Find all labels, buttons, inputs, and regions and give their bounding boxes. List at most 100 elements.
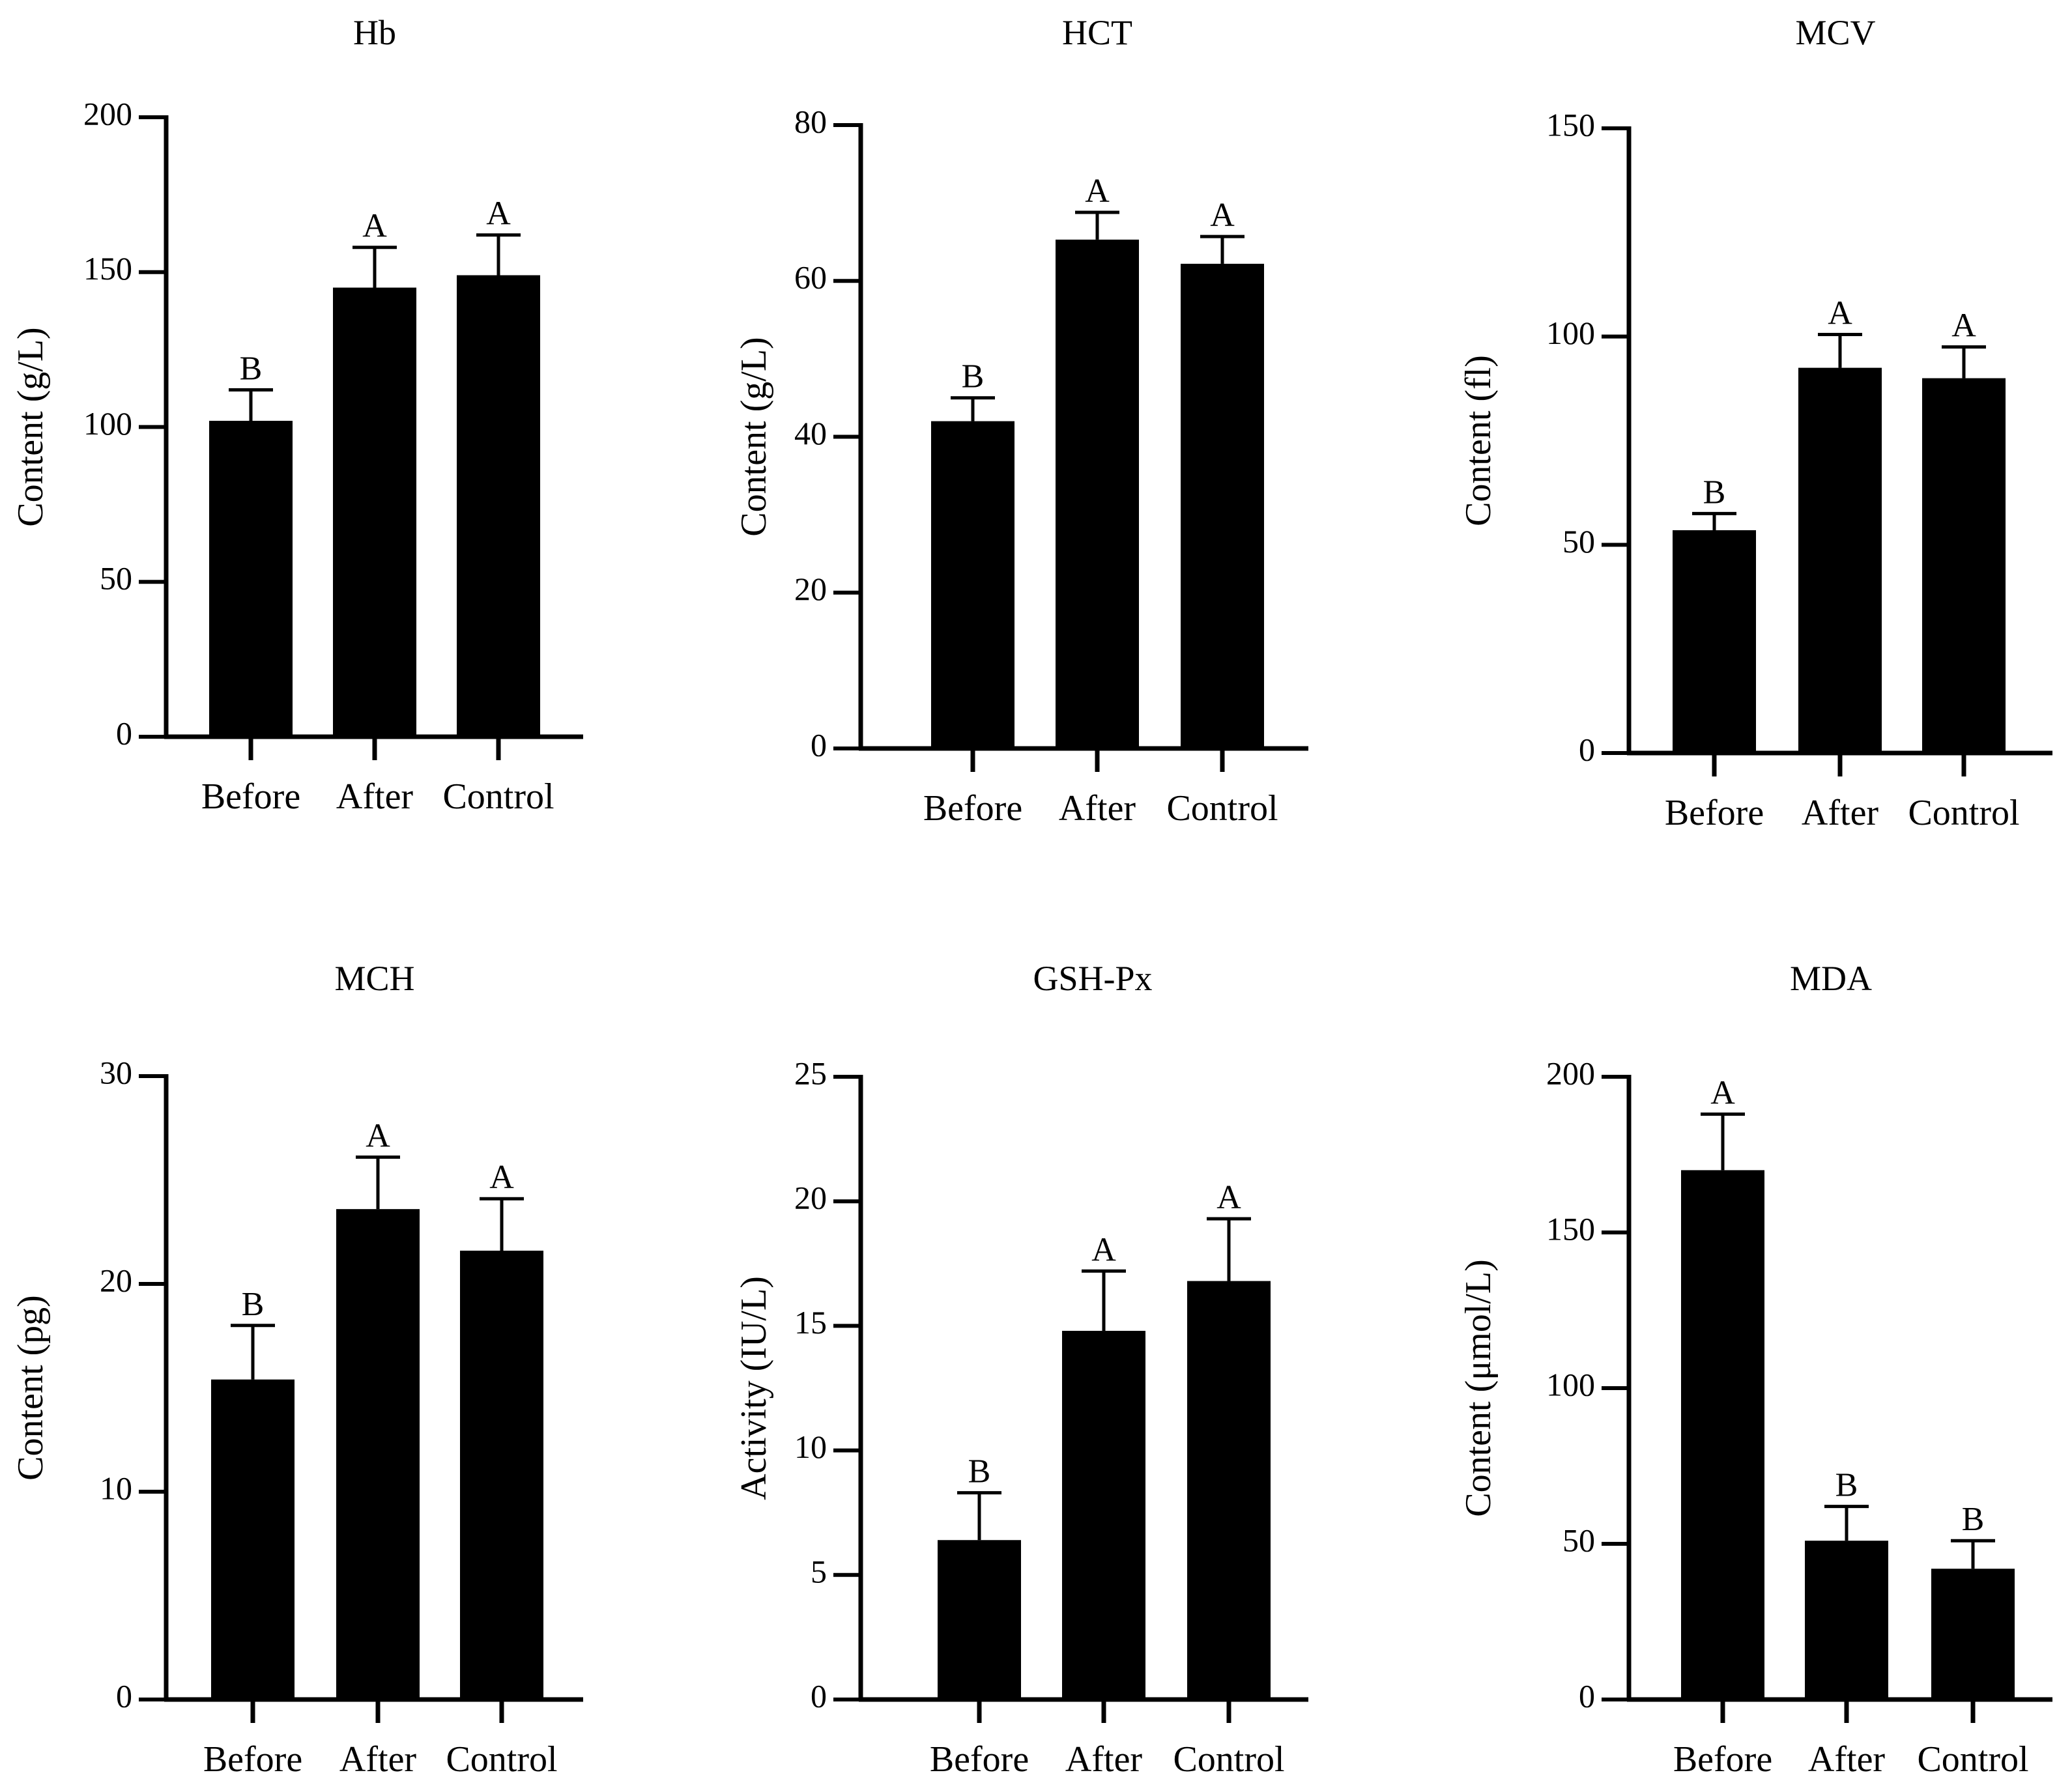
y-tick-label: 100 (1546, 315, 1595, 351)
y-tick-label: 150 (83, 250, 132, 287)
bar-before (938, 1540, 1021, 1700)
significance-label: A (1210, 197, 1235, 234)
bar-control (1181, 263, 1264, 748)
bar-control (457, 275, 540, 737)
x-tick-label: Before (203, 1739, 302, 1780)
x-tick-label: After (1059, 788, 1136, 829)
y-tick-label: 100 (1546, 1366, 1595, 1402)
y-tick-label: 50 (1562, 1522, 1595, 1558)
y-tick-label: 40 (794, 415, 827, 451)
y-tick-label: 50 (1562, 523, 1595, 560)
significance-label: A (1085, 173, 1110, 210)
bar-after (333, 287, 416, 737)
x-tick-label: Control (1917, 1739, 2028, 1780)
chart-title: MDA (1790, 959, 1872, 998)
chart-panel-3: MCV Content (fl) B Before A After A Control 0 50 1… (1458, 13, 2052, 833)
significance-label: A (489, 1159, 514, 1196)
x-tick-label: After (1802, 793, 1879, 833)
x-tick-label: Control (446, 1739, 557, 1780)
chart-title: Hb (353, 13, 396, 52)
x-tick-label: Before (923, 788, 1022, 829)
y-tick-label: 50 (100, 560, 132, 597)
y-tick-label: 0 (1579, 731, 1595, 767)
y-axis-label: Content (fl) (1458, 355, 1499, 526)
significance-label: A (362, 208, 387, 245)
significance-label: B (968, 1453, 991, 1490)
y-tick-label: 0 (116, 1677, 132, 1714)
y-tick-label: 10 (794, 1429, 827, 1465)
y-tick-label: 20 (794, 571, 827, 607)
y-tick-label: 0 (1579, 1677, 1595, 1714)
chart-title: HCT (1062, 13, 1132, 52)
chart-panel-2: HCT Content (g/L) B Before A After A Control 0 20… (734, 13, 1308, 829)
y-tick-label: 0 (116, 715, 132, 751)
significance-label: B (1835, 1467, 1858, 1504)
x-tick-label: Before (930, 1739, 1029, 1780)
bar-before (1681, 1170, 1764, 1700)
y-tick-label: 20 (100, 1262, 132, 1298)
chart-panel-1: Hb Content (g/L) B Before A After A Control 0 50 1… (10, 13, 583, 817)
y-tick-label: 200 (1546, 1055, 1595, 1091)
significance-label: B (1962, 1501, 1985, 1538)
y-tick-label: 0 (811, 726, 827, 763)
bar-after (1805, 1541, 1888, 1700)
chart-panel-6: MDA Content (μmol/L) A Before B After B Control… (1458, 959, 2052, 1780)
significance-label: A (1951, 307, 1976, 345)
bar-before (1673, 530, 1756, 753)
x-tick-label: Before (1673, 1739, 1772, 1780)
bar-control (1187, 1281, 1271, 1700)
significance-label: B (962, 358, 985, 395)
significance-label: A (1216, 1179, 1241, 1216)
significance-label: B (1703, 474, 1726, 511)
x-tick-label: After (336, 776, 414, 817)
bar-after (1798, 367, 1882, 753)
chart-panel-4: MCH Content (pg) B Before A After A Control 0 10 2… (10, 959, 583, 1780)
y-axis-label: Content (μmol/L) (1458, 1259, 1499, 1517)
significance-label: A (486, 195, 511, 233)
significance-label: A (1091, 1231, 1116, 1268)
y-tick-label: 60 (794, 259, 827, 296)
y-tick-label: 30 (100, 1054, 132, 1090)
y-axis-label: Content (g/L) (734, 337, 774, 536)
y-axis-label: Content (pg) (10, 1295, 51, 1481)
y-tick-label: 25 (794, 1055, 827, 1091)
x-tick-label: After (339, 1739, 417, 1780)
bar-before (931, 421, 1014, 748)
x-tick-label: After (1808, 1739, 1886, 1780)
x-tick-label: Control (442, 776, 554, 817)
y-tick-label: 100 (83, 405, 132, 442)
bar-after (1056, 239, 1139, 748)
bar-control (1931, 1569, 2015, 1700)
y-tick-label: 150 (1546, 1210, 1595, 1247)
x-tick-label: After (1065, 1739, 1143, 1780)
x-tick-label: Before (201, 776, 300, 817)
y-axis-label: Activity (IU/L) (734, 1276, 774, 1500)
bar-before (211, 1379, 295, 1700)
bar-after (1062, 1331, 1145, 1700)
y-tick-label: 10 (100, 1470, 132, 1506)
chart-title: MCH (334, 959, 414, 998)
significance-label: A (366, 1117, 390, 1154)
chart-title: GSH-Px (1033, 959, 1152, 998)
y-tick-label: 150 (1546, 106, 1595, 143)
x-tick-label: Before (1665, 793, 1764, 833)
significance-label: A (1710, 1074, 1735, 1111)
significance-label: B (242, 1286, 265, 1323)
significance-label: A (1828, 294, 1852, 332)
y-tick-label: 80 (794, 103, 827, 139)
y-tick-label: 20 (794, 1180, 827, 1216)
y-tick-label: 5 (811, 1553, 827, 1589)
y-tick-label: 15 (794, 1304, 827, 1341)
chart-panel-5: GSH-Px Activity (IU/L) B Before A After A Contr… (734, 959, 1308, 1780)
bar-control (1922, 378, 2006, 753)
x-tick-label: Control (1908, 793, 2019, 833)
y-tick-label: 200 (83, 95, 132, 132)
bar-before (209, 420, 293, 737)
bar-after (336, 1209, 420, 1700)
y-tick-label: 0 (811, 1677, 827, 1714)
bar-control (460, 1250, 543, 1700)
x-tick-label: Control (1173, 1739, 1284, 1780)
significance-label: B (240, 350, 263, 387)
y-axis-label: Content (g/L) (10, 327, 51, 526)
